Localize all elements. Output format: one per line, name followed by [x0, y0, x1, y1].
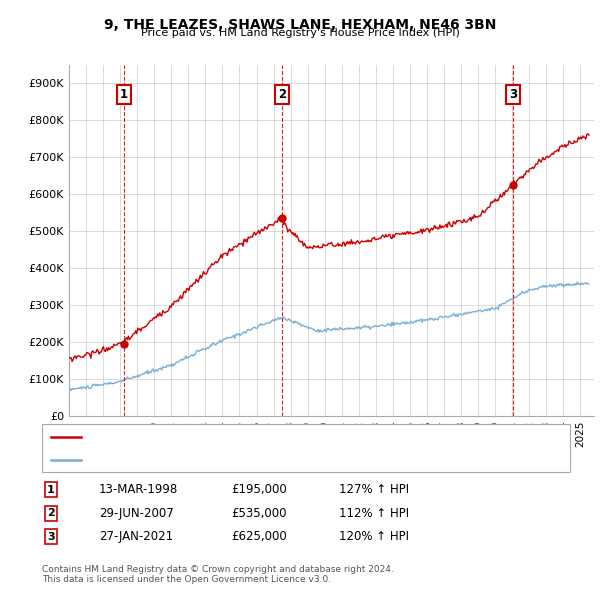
Text: 13-MAR-1998: 13-MAR-1998: [99, 483, 178, 496]
Text: 9, THE LEAZES, SHAWS LANE, HEXHAM, NE46 3BN (detached house): 9, THE LEAZES, SHAWS LANE, HEXHAM, NE46 …: [87, 432, 444, 442]
Text: £535,000: £535,000: [231, 507, 287, 520]
Text: Price paid vs. HM Land Registry's House Price Index (HPI): Price paid vs. HM Land Registry's House …: [140, 28, 460, 38]
Text: 1: 1: [119, 88, 128, 101]
Text: 1: 1: [47, 485, 55, 494]
Text: 27-JAN-2021: 27-JAN-2021: [99, 530, 173, 543]
Text: 3: 3: [509, 88, 517, 101]
Text: 29-JUN-2007: 29-JUN-2007: [99, 507, 174, 520]
Text: £195,000: £195,000: [231, 483, 287, 496]
Text: Contains HM Land Registry data © Crown copyright and database right 2024.
This d: Contains HM Land Registry data © Crown c…: [42, 565, 394, 584]
Text: 2: 2: [47, 509, 55, 518]
Text: 9, THE LEAZES, SHAWS LANE, HEXHAM, NE46 3BN: 9, THE LEAZES, SHAWS LANE, HEXHAM, NE46 …: [104, 18, 496, 32]
Text: 2: 2: [278, 88, 286, 101]
Text: 127% ↑ HPI: 127% ↑ HPI: [339, 483, 409, 496]
Text: 112% ↑ HPI: 112% ↑ HPI: [339, 507, 409, 520]
Text: HPI: Average price, detached house, Northumberland: HPI: Average price, detached house, Nort…: [87, 455, 366, 465]
Text: 3: 3: [47, 532, 55, 542]
Text: 120% ↑ HPI: 120% ↑ HPI: [339, 530, 409, 543]
Text: £625,000: £625,000: [231, 530, 287, 543]
